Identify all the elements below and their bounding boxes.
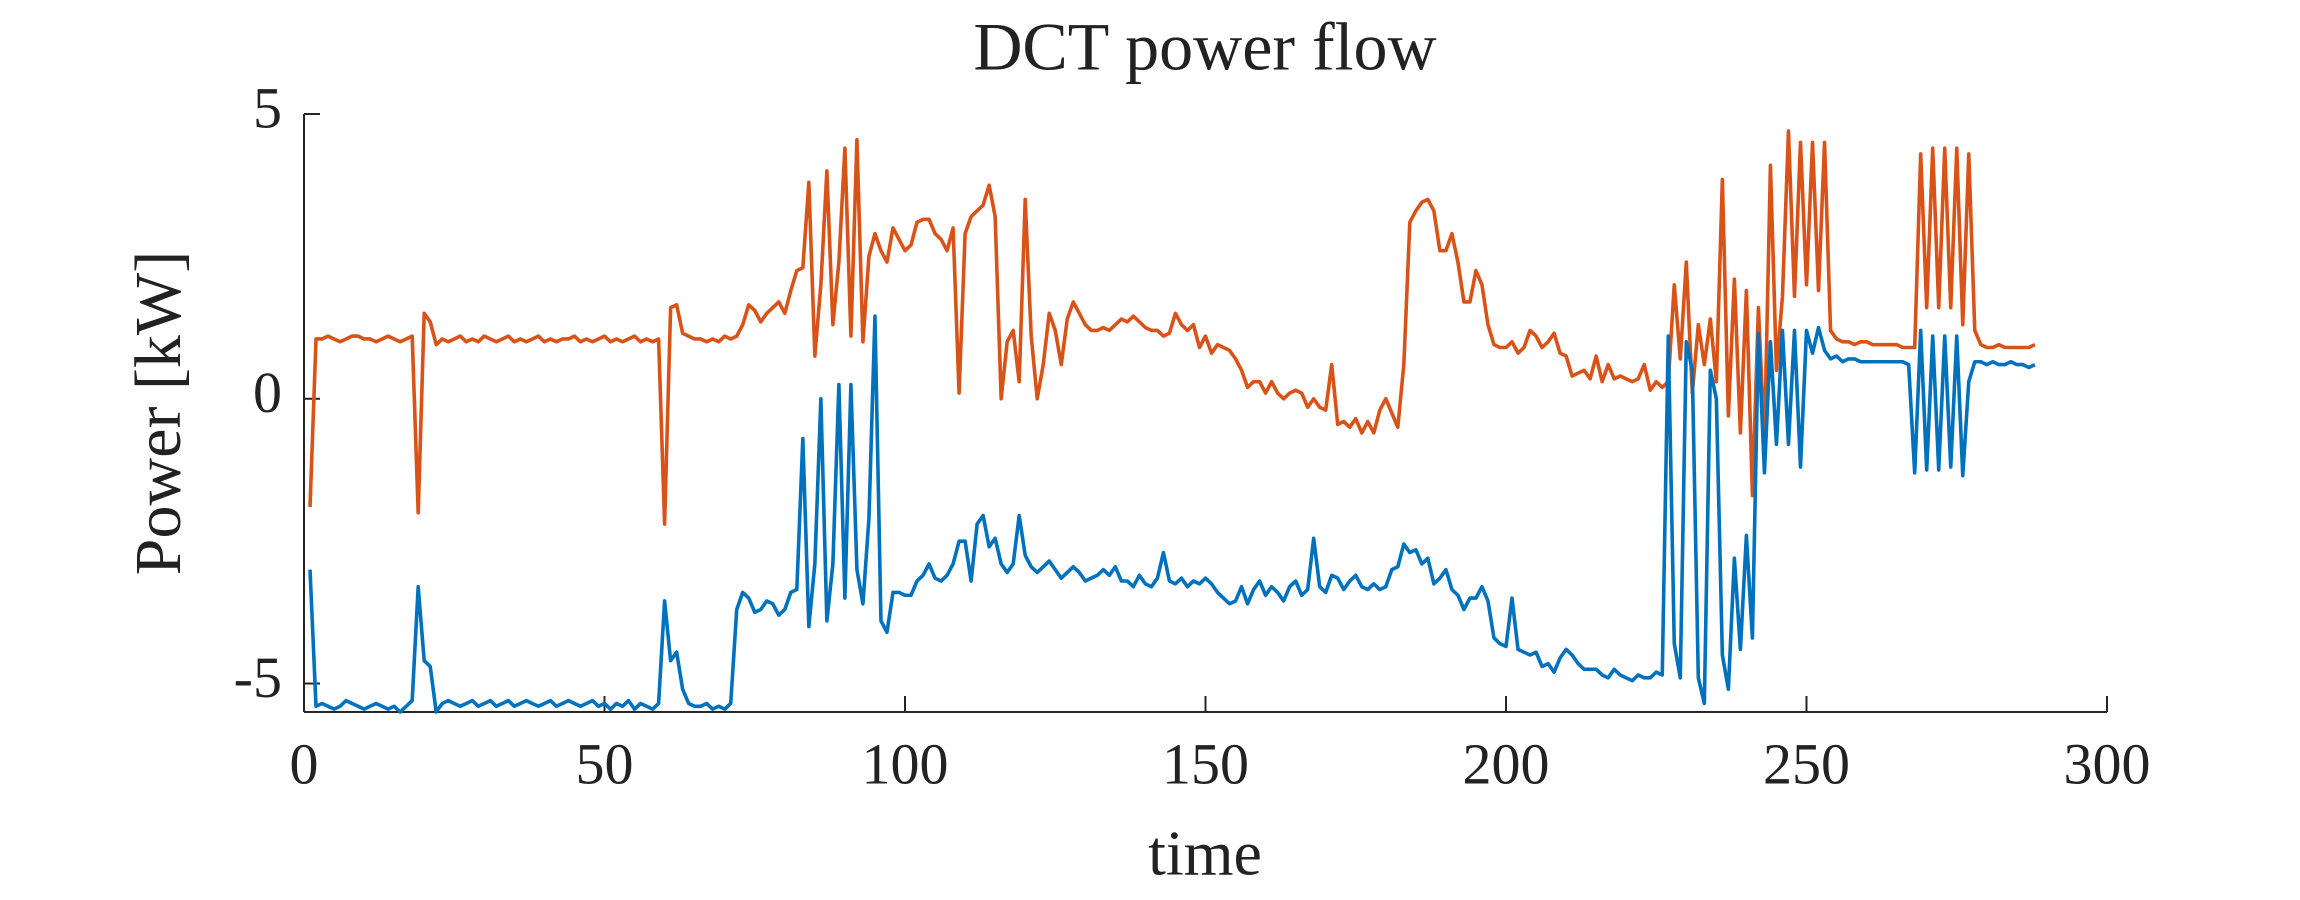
x-tick-label: 0: [290, 731, 319, 796]
data-line: [308, 314, 2036, 714]
y-tick-label: 0: [253, 360, 282, 425]
chart-title: DCT power flow: [973, 9, 1436, 85]
x-tick-label: 50: [576, 731, 634, 796]
x-axis-label: time: [1148, 818, 1262, 889]
x-tick-label: 300: [2064, 731, 2151, 796]
x-tick-label: 100: [862, 731, 949, 796]
y-tick-label: -5: [234, 645, 282, 710]
x-tick-label: 200: [1463, 731, 1550, 796]
x-tick-label: 250: [1763, 731, 1850, 796]
data-line: [308, 129, 2036, 526]
x-tick-label: 150: [1162, 731, 1249, 796]
y-axis-label: Power [kW]: [122, 251, 195, 575]
y-tick-label: 5: [253, 75, 282, 140]
